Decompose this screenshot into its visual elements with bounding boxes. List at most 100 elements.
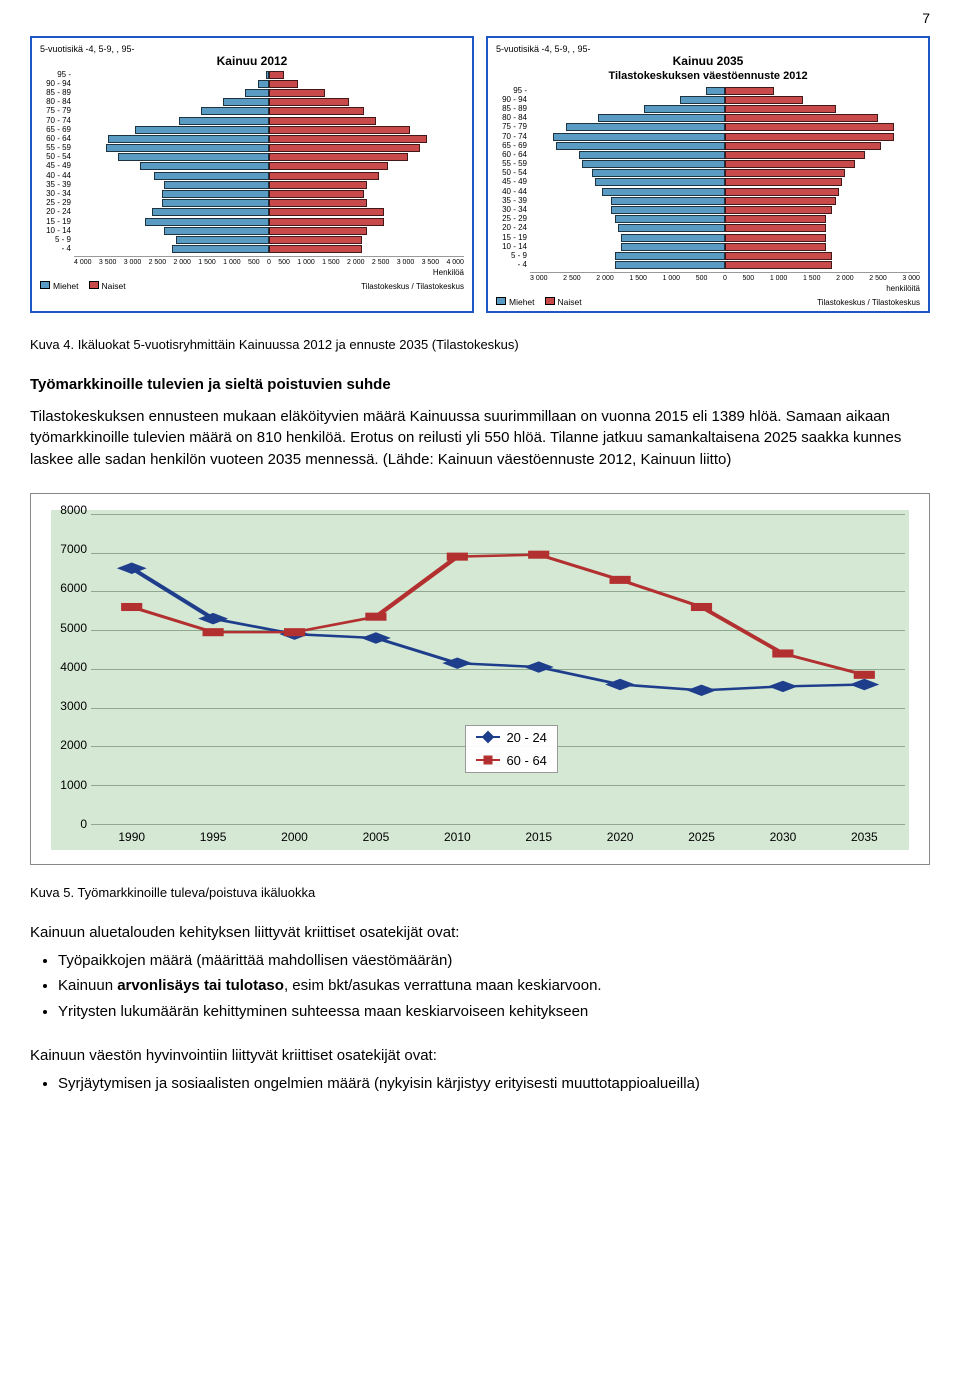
pyramid-row: 95 - [496, 86, 920, 95]
xtick: 0 [723, 275, 727, 282]
age-label: - 4 [40, 245, 74, 253]
female-bar [725, 234, 826, 242]
ytick-label: 0 [80, 817, 87, 831]
pyramid-xunit: Henkilöä [40, 268, 464, 277]
pyramid-row: 35 - 39 [40, 180, 464, 189]
ytick-label: 4000 [60, 660, 87, 674]
line-chart-legend: 20 - 24 60 - 64 [465, 725, 557, 773]
pyramid-row: 55 - 59 [496, 160, 920, 169]
legend-item: 20 - 24 [466, 726, 556, 749]
age-label: 70 - 74 [40, 117, 74, 125]
age-label: 80 - 84 [496, 114, 530, 122]
male-bar [154, 172, 269, 180]
pyramid-row: 50 - 54 [496, 169, 920, 178]
series-marker [605, 679, 635, 690]
age-label: 60 - 64 [40, 135, 74, 143]
xtick: 1 000 [663, 275, 681, 282]
critical-factors-1: Kainuun aluetalouden kehityksen liittyvä… [30, 922, 930, 1023]
pyramid-row: 85 - 89 [40, 88, 464, 97]
ytick-label: 6000 [60, 581, 87, 595]
xtick-label: 2035 [824, 824, 905, 850]
xtick: 4 000 [74, 259, 92, 266]
age-label: 50 - 54 [496, 169, 530, 177]
male-bar [680, 96, 726, 104]
xtick-label: 1995 [172, 824, 253, 850]
series-marker [198, 613, 228, 624]
series-marker [365, 612, 386, 620]
pyramid-row: 45 - 49 [40, 162, 464, 171]
male-bar [164, 227, 269, 235]
age-label: 55 - 59 [496, 160, 530, 168]
series-marker [447, 552, 468, 560]
body-text-section: Työmarkkinoille tulevien ja sieltä poist… [30, 374, 930, 471]
female-bar [725, 243, 826, 251]
xtick-label: 2030 [742, 824, 823, 850]
age-label: 45 - 49 [40, 162, 74, 170]
xtick: 3 500 [99, 259, 117, 266]
age-label: 65 - 69 [496, 142, 530, 150]
male-bar [179, 117, 269, 125]
page-number: 7 [30, 10, 930, 26]
female-bar [269, 144, 420, 152]
series-marker [691, 603, 712, 611]
male-bar [556, 142, 725, 150]
line-chart-xaxis: 1990199520002005201020152020202520302035 [91, 824, 905, 850]
pyramid-row: 60 - 64 [40, 134, 464, 143]
male-bar [615, 261, 726, 269]
age-label: 55 - 59 [40, 144, 74, 152]
series-marker [610, 576, 631, 584]
ytick-label: 5000 [60, 621, 87, 635]
pyramid-row: - 4 [40, 245, 464, 254]
xtick: 0 [267, 259, 271, 266]
male-bar [644, 105, 725, 113]
xtick: 3 000 [530, 275, 548, 282]
ytick-label: 2000 [60, 738, 87, 752]
female-bar [725, 206, 832, 214]
xtick: 3 000 [124, 259, 142, 266]
pyramid-xaxis: 3 0002 5002 0001 5001 00050005001 0001 5… [530, 275, 920, 282]
age-label: 35 - 39 [496, 197, 530, 205]
pyramid-row: 60 - 64 [496, 150, 920, 159]
pyramid-row: 95 - [40, 70, 464, 79]
female-bar [269, 89, 325, 97]
xtick: 2 500 [372, 259, 390, 266]
xtick-label: 2015 [498, 824, 579, 850]
female-bar [269, 181, 367, 189]
female-bar [269, 199, 367, 207]
line-chart-plot: 20 - 24 60 - 64 [91, 514, 905, 824]
pyramid-row: 10 - 14 [40, 226, 464, 235]
age-label: 30 - 34 [496, 206, 530, 214]
female-bar [725, 224, 826, 232]
pyramid-left: 5-vuotisikä -4, 5-9, , 95-Kainuu 2012 95… [30, 36, 474, 313]
age-label: 40 - 44 [40, 172, 74, 180]
female-bar [725, 188, 839, 196]
female-bar [269, 117, 376, 125]
age-label: 15 - 19 [40, 218, 74, 226]
xtick: 1 000 [223, 259, 241, 266]
pyramid-row: 40 - 44 [496, 187, 920, 196]
xtick: 1 500 [803, 275, 821, 282]
line-chart: 010002000300040005000600070008000 20 - 2… [51, 510, 909, 850]
pyramid-row: 40 - 44 [40, 171, 464, 180]
female-bar [269, 71, 284, 79]
male-bar [172, 245, 270, 253]
age-label: 80 - 84 [40, 98, 74, 106]
xtick: 2 500 [869, 275, 887, 282]
female-bar [725, 87, 774, 95]
xtick: 3 500 [422, 259, 440, 266]
pyramid-row: 80 - 84 [496, 114, 920, 123]
xtick-label: 1990 [91, 824, 172, 850]
age-label: 30 - 34 [40, 190, 74, 198]
crit1-intro: Kainuun aluetalouden kehityksen liittyvä… [30, 922, 930, 944]
age-label: 70 - 74 [496, 133, 530, 141]
pyramid-row: 5 - 9 [496, 251, 920, 260]
age-label: 40 - 44 [496, 188, 530, 196]
male-bar [579, 151, 725, 159]
female-bar [725, 142, 881, 150]
age-label: 35 - 39 [40, 181, 74, 189]
male-bar [553, 133, 725, 141]
xtick: 1 000 [770, 275, 788, 282]
series-marker [849, 679, 879, 690]
xtick: 3 000 [397, 259, 415, 266]
series-line [132, 568, 865, 690]
